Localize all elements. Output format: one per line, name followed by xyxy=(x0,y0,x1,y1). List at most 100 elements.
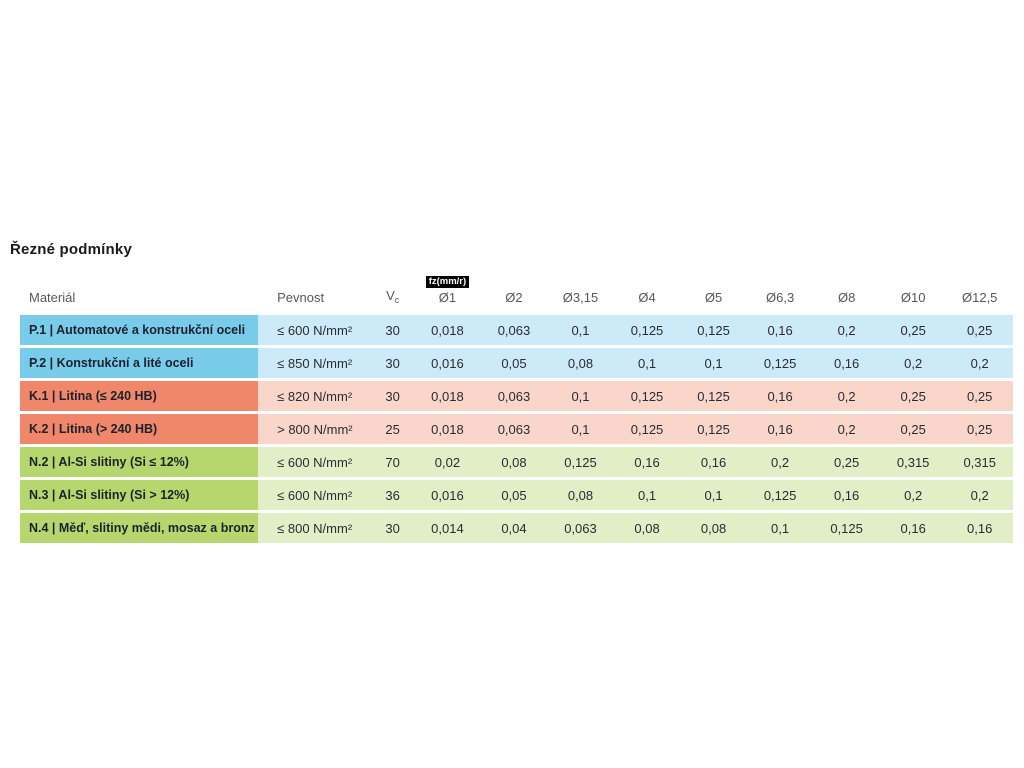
fz-cell: 0,063 xyxy=(480,414,548,444)
fz-cell: 0,08 xyxy=(613,513,681,543)
fz-cell: 0,16 xyxy=(879,513,947,543)
fz-cell: 0,05 xyxy=(480,480,548,510)
fz-cell: 0,08 xyxy=(547,480,614,510)
strength-cell: ≤ 820 N/mm² xyxy=(258,381,372,411)
vc-cell: 30 xyxy=(371,315,415,345)
fz-cell: 0,1 xyxy=(680,348,747,378)
fz-cell: 0,08 xyxy=(680,513,747,543)
fz-cell: 0,125 xyxy=(547,447,614,477)
d4-label: Ø4 xyxy=(638,290,656,305)
table-row-p2: P.2 | Konstrukční a lité oceli ≤ 850 N/m… xyxy=(20,348,1013,378)
fz-cell: 0,08 xyxy=(547,348,614,378)
table-row-n4: N.4 | Měď, slitiny mědi, mosaz a bronz ≤… xyxy=(20,513,1013,543)
table-row-n3: N.3 | Al-Si slitiny (Si > 12%) ≤ 600 N/m… xyxy=(20,480,1013,510)
fz-cell: 0,2 xyxy=(746,447,814,477)
material-cell: P.2 | Konstrukční a lité oceli xyxy=(20,348,259,378)
fz-cell: 0,04 xyxy=(480,513,548,543)
strength-cell: ≤ 600 N/mm² xyxy=(258,315,372,345)
material-cell: P.1 | Automatové a konstrukční oceli xyxy=(20,315,259,345)
d3-label: Ø3,15 xyxy=(562,290,599,305)
material-cell: K.2 | Litina (> 240 HB) xyxy=(20,414,259,444)
fz-cell: 0,125 xyxy=(680,315,747,345)
material-cell: N.4 | Měď, slitiny mědi, mosaz a bronz xyxy=(20,513,259,543)
fz-cell: 0,25 xyxy=(879,315,947,345)
fz-cell: 0,2 xyxy=(813,315,880,345)
fz-cell: 0,16 xyxy=(946,513,1013,543)
vc-cell: 70 xyxy=(371,447,415,477)
material-cell: N.3 | Al-Si slitiny (Si > 12%) xyxy=(20,480,259,510)
fz-cell: 0,016 xyxy=(414,480,481,510)
fz-cell: 0,25 xyxy=(946,315,1013,345)
fz-cell: 0,16 xyxy=(746,414,814,444)
fz-cell: 0,063 xyxy=(547,513,614,543)
fz-cell: 0,125 xyxy=(613,381,681,411)
fz-cell: 0,25 xyxy=(813,447,880,477)
fz-unit-badge: fz(mm/r) xyxy=(425,276,470,288)
column-header-d7: Ø8 xyxy=(813,263,880,312)
fz-cell: 0,2 xyxy=(813,414,880,444)
fz-cell: 0,08 xyxy=(480,447,548,477)
fz-cell: 0,125 xyxy=(746,480,814,510)
fz-cell: 0,02 xyxy=(414,447,481,477)
vc-cell: 36 xyxy=(371,480,415,510)
fz-cell: 0,16 xyxy=(613,447,681,477)
vc-cell: 30 xyxy=(371,348,415,378)
fz-cell: 0,1 xyxy=(746,513,814,543)
fz-cell: 0,125 xyxy=(746,348,814,378)
fz-cell: 0,1 xyxy=(547,315,614,345)
vc-cell: 25 xyxy=(371,414,415,444)
column-header-d4: Ø4 xyxy=(614,263,681,312)
strength-cell: ≤ 800 N/mm² xyxy=(258,513,372,543)
fz-cell: 0,125 xyxy=(613,414,681,444)
fz-cell: 0,25 xyxy=(946,381,1013,411)
fz-cell: 0,16 xyxy=(813,480,880,510)
strength-cell: ≤ 850 N/mm² xyxy=(258,348,372,378)
column-header-d8: Ø10 xyxy=(880,263,947,312)
fz-cell: 0,1 xyxy=(613,348,681,378)
d5-label: Ø5 xyxy=(704,290,723,305)
fz-cell: 0,315 xyxy=(946,447,1013,477)
strength-cell: ≤ 600 N/mm² xyxy=(258,447,372,477)
fz-cell: 0,063 xyxy=(480,381,548,411)
column-header-d6: Ø6,3 xyxy=(747,263,814,312)
fz-cell: 0,315 xyxy=(879,447,947,477)
table-row-p1: P.1 | Automatové a konstrukční oceli ≤ 6… xyxy=(20,315,1013,345)
fz-cell: 0,16 xyxy=(746,381,814,411)
fz-cell: 0,2 xyxy=(879,348,947,378)
fz-cell: 0,014 xyxy=(414,513,481,543)
d6-label: Ø6,3 xyxy=(766,290,795,305)
vc-cell: 30 xyxy=(371,513,415,543)
d8-label: Ø10 xyxy=(900,290,926,305)
fz-cell: 0,1 xyxy=(613,480,681,510)
fz-cell: 0,25 xyxy=(946,414,1013,444)
vc-label: V xyxy=(386,288,395,303)
column-header-vc: Vc xyxy=(371,263,414,312)
material-cell: K.1 | Litina (≤ 240 HB) xyxy=(20,381,259,411)
cutting-conditions-section: Materiál Pevnost Vc fz(mm/r) Ø1 Ø2 Ø3,15… xyxy=(20,260,1013,546)
fz-cell: 0,2 xyxy=(946,480,1013,510)
fz-cell: 0,018 xyxy=(414,414,481,444)
vc-cell: 30 xyxy=(371,381,415,411)
column-header-d2: Ø2 xyxy=(481,263,548,312)
header-row: Materiál Pevnost Vc fz(mm/r) Ø1 Ø2 Ø3,15… xyxy=(20,263,1013,312)
column-header-material: Materiál xyxy=(29,290,76,305)
fz-cell: 0,1 xyxy=(547,381,614,411)
d7-label: Ø8 xyxy=(837,290,856,305)
fz-cell: 0,16 xyxy=(813,348,880,378)
column-header-d5: Ø5 xyxy=(680,263,747,312)
fz-cell: 0,2 xyxy=(879,480,947,510)
d2-label: Ø2 xyxy=(505,290,523,305)
fz-cell: 0,25 xyxy=(879,414,947,444)
fz-cell: 0,125 xyxy=(813,513,880,543)
fz-cell: 0,16 xyxy=(680,447,747,477)
cutting-conditions-table: Materiál Pevnost Vc fz(mm/r) Ø1 Ø2 Ø3,15… xyxy=(20,260,1013,546)
column-header-d1: fz(mm/r) Ø1 xyxy=(414,263,481,312)
strength-cell: > 800 N/mm² xyxy=(258,414,372,444)
fz-cell: 0,2 xyxy=(946,348,1013,378)
vc-subscript: c xyxy=(394,295,400,305)
d9-label: Ø12,5 xyxy=(962,290,998,305)
fz-cell: 0,018 xyxy=(414,381,481,411)
fz-cell: 0,125 xyxy=(680,381,747,411)
column-header-strength: Pevnost xyxy=(277,290,325,305)
page-title: Řezné podmínky xyxy=(10,241,132,258)
